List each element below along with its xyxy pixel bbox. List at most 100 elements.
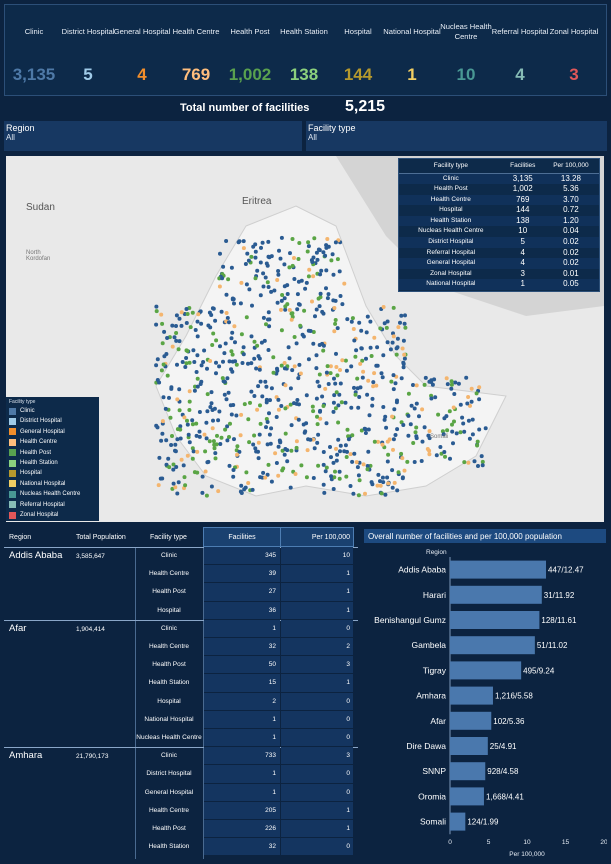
facility-dot[interactable] <box>184 307 189 311</box>
facility-dot[interactable] <box>402 321 407 326</box>
facility-dot[interactable] <box>338 381 343 386</box>
facility-dot[interactable] <box>258 293 263 298</box>
facility-dot[interactable] <box>332 376 336 381</box>
facility-dot[interactable] <box>170 323 175 328</box>
facility-dot[interactable] <box>172 335 177 340</box>
facility-dot[interactable] <box>204 493 209 498</box>
facility-dot[interactable] <box>265 472 270 477</box>
facility-dot[interactable] <box>225 376 230 381</box>
facility-dot[interactable] <box>368 319 373 324</box>
facility-dot[interactable] <box>406 391 411 396</box>
facility-dot[interactable] <box>395 488 400 493</box>
facility-dot[interactable] <box>402 468 407 473</box>
facility-dot[interactable] <box>255 407 260 412</box>
facility-dot[interactable] <box>326 382 331 386</box>
facility-dot[interactable] <box>376 472 381 477</box>
facility-dot[interactable] <box>331 487 336 491</box>
facility-dot[interactable] <box>258 403 262 408</box>
facility-dot[interactable] <box>320 394 325 399</box>
facility-dot[interactable] <box>464 375 469 380</box>
facility-dot[interactable] <box>329 474 334 479</box>
facility-dot[interactable] <box>306 274 311 279</box>
facility-dot[interactable] <box>195 449 200 454</box>
facility-dot[interactable] <box>231 474 236 479</box>
facility-dot[interactable] <box>196 312 201 317</box>
facility-dot[interactable] <box>483 426 488 431</box>
facility-dot[interactable] <box>248 400 252 405</box>
facility-dot[interactable] <box>381 405 386 409</box>
facility-dot[interactable] <box>185 422 190 427</box>
facility-dot[interactable] <box>238 301 243 306</box>
legend-item[interactable]: Referral Hospital <box>9 500 65 510</box>
facility-dot[interactable] <box>296 417 301 422</box>
facility-dot[interactable] <box>411 383 415 387</box>
facility-dot[interactable] <box>214 360 218 365</box>
facility-dot[interactable] <box>385 340 390 345</box>
facility-dot[interactable] <box>378 479 382 484</box>
facility-dot[interactable] <box>333 240 338 245</box>
facility-dot[interactable] <box>160 341 165 346</box>
facility-dot[interactable] <box>167 395 171 400</box>
facility-dot[interactable] <box>223 427 228 432</box>
facility-dot[interactable] <box>191 449 196 454</box>
facility-dot[interactable] <box>266 317 270 322</box>
facility-dot[interactable] <box>318 416 323 421</box>
facility-dot[interactable] <box>185 312 190 316</box>
facility-dot[interactable] <box>206 459 211 464</box>
facility-dot[interactable] <box>228 403 233 408</box>
facility-dot[interactable] <box>269 386 274 391</box>
facility-dot[interactable] <box>272 288 277 293</box>
facility-dot[interactable] <box>174 324 178 328</box>
legend-item[interactable]: Zonal Hospital <box>9 510 58 520</box>
facility-dot[interactable] <box>203 449 208 454</box>
facility-dot[interactable] <box>333 321 338 326</box>
facility-dot[interactable] <box>264 425 268 430</box>
legend-item[interactable]: Health Station <box>9 458 58 468</box>
facility-dot[interactable] <box>160 431 165 436</box>
facility-dot[interactable] <box>340 358 345 363</box>
facility-dot[interactable] <box>279 363 284 368</box>
facility-dot[interactable] <box>201 360 206 364</box>
facility-dot[interactable] <box>454 431 459 436</box>
facility-dot[interactable] <box>408 422 413 427</box>
facility-dot[interactable] <box>477 397 482 402</box>
facility-dot[interactable] <box>372 335 377 340</box>
facility-dot[interactable] <box>179 310 184 315</box>
facility-dot[interactable] <box>324 465 329 470</box>
facility-dot[interactable] <box>282 366 287 371</box>
facility-dot[interactable] <box>282 361 287 365</box>
facility-dot[interactable] <box>244 470 249 475</box>
facility-dot[interactable] <box>160 476 165 481</box>
facility-dot[interactable] <box>350 433 355 438</box>
facility-dot[interactable] <box>304 475 309 480</box>
facility-dot[interactable] <box>195 334 200 339</box>
facility-dot[interactable] <box>288 485 293 490</box>
facility-dot[interactable] <box>391 447 395 452</box>
facility-dot[interactable] <box>390 468 395 473</box>
facility-dot[interactable] <box>314 396 319 401</box>
facility-dot[interactable] <box>178 427 183 432</box>
facility-dot[interactable] <box>241 345 246 350</box>
facility-dot[interactable] <box>239 412 244 417</box>
facility-dot[interactable] <box>314 250 319 255</box>
facility-dot[interactable] <box>369 354 374 358</box>
facility-dot[interactable] <box>177 408 182 413</box>
facility-dot[interactable] <box>230 369 235 374</box>
facility-dot[interactable] <box>249 389 254 394</box>
facility-dot[interactable] <box>263 475 268 480</box>
facility-dot[interactable] <box>317 304 322 309</box>
facility-dot[interactable] <box>279 328 284 333</box>
facility-dot[interactable] <box>268 398 272 403</box>
facility-dot[interactable] <box>480 463 485 468</box>
facility-dot[interactable] <box>224 311 229 315</box>
facility-dot[interactable] <box>175 362 179 367</box>
facility-dot[interactable] <box>332 393 337 398</box>
facility-dot[interactable] <box>218 344 222 349</box>
facility-dot[interactable] <box>282 452 287 457</box>
facility-dot[interactable] <box>326 292 331 297</box>
facility-dot[interactable] <box>475 439 480 444</box>
facility-dot[interactable] <box>166 456 171 461</box>
facility-dot[interactable] <box>339 400 344 405</box>
facility-dot[interactable] <box>219 435 224 440</box>
facility-dot[interactable] <box>175 397 180 402</box>
